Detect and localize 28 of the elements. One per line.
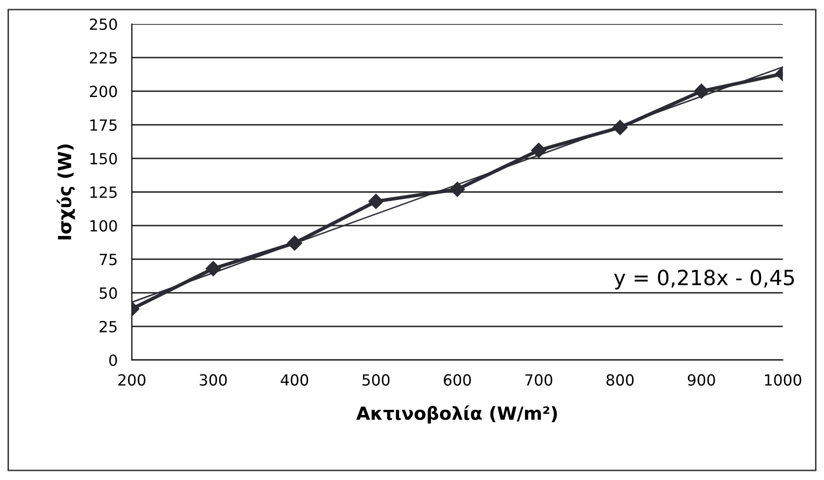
point bbox=[368, 194, 384, 209]
y-tick-label: 150 bbox=[90, 152, 117, 164]
x-tick-label: 600 bbox=[444, 374, 471, 386]
y-tick-label: 175 bbox=[90, 119, 117, 131]
x-tick-label: 200 bbox=[118, 374, 146, 386]
y-tick-label: 75 bbox=[100, 254, 117, 266]
point bbox=[531, 142, 546, 158]
x-tick-label: 900 bbox=[688, 374, 715, 386]
y-tick-label: 25 bbox=[100, 320, 117, 332]
y-tick-label: 200 bbox=[90, 86, 117, 98]
y-tick-label: 250 bbox=[90, 18, 117, 30]
x-tick-label: 800 bbox=[606, 374, 634, 386]
x-tick-label: 700 bbox=[525, 374, 552, 386]
y-tick-label: 100 bbox=[90, 220, 117, 232]
point bbox=[206, 261, 221, 276]
y-axis-title: Ισχύς (W) bbox=[56, 144, 75, 240]
y-tick-label: 225 bbox=[90, 52, 117, 64]
x-tick-label: 300 bbox=[200, 374, 227, 386]
point bbox=[450, 182, 465, 197]
x-tick-label: 500 bbox=[362, 374, 390, 386]
x-tick-label: 400 bbox=[280, 374, 308, 386]
annotation: y = 0,218x - 0,45 bbox=[614, 270, 794, 290]
x-tick-label: 1000 bbox=[765, 374, 802, 386]
y-tick-label: 125 bbox=[90, 186, 117, 198]
point bbox=[694, 84, 709, 99]
x-axis-title: Ακτινοβολία (W/m²) bbox=[356, 405, 557, 424]
y-tick-label: 0 bbox=[109, 354, 117, 366]
y-tick-label: 50 bbox=[100, 287, 117, 299]
